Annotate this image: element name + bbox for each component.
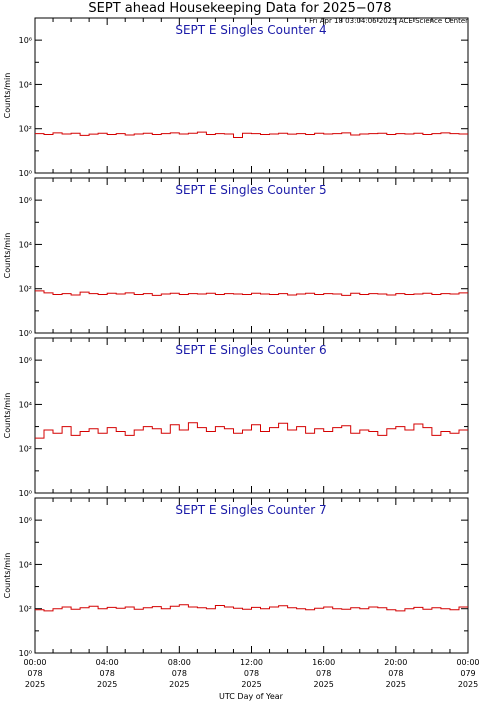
x-tick-year: 2025 [458, 680, 478, 689]
panel-title: SEPT E Singles Counter 6 [175, 343, 326, 357]
x-tick-time: 16:00 [312, 658, 335, 667]
x-tick-year: 2025 [386, 680, 406, 689]
chart-panel-4: SEPT E Singles Counter 7 10⁰ 10² 10⁴ 10⁶ Coun… [3, 497, 469, 658]
y-tick-label: 10² [19, 445, 32, 454]
plot-frame [34, 17, 469, 174]
x-tick-time: 20:00 [384, 658, 407, 667]
x-tick-day: 079 [460, 669, 475, 678]
x-tick-day: 078 [172, 669, 187, 678]
y-tick-label: 10² [19, 125, 32, 134]
x-tick-time: 00:00 [23, 658, 46, 667]
x-tick-time: 08:00 [168, 658, 191, 667]
y-tick-label: 10⁶ [19, 516, 32, 525]
chart-panels: SEPT E Singles Counter 4 10⁰ 10² 10⁴ 10⁶ Coun… [3, 17, 469, 658]
plot-frame [34, 497, 469, 654]
series-line [35, 422, 468, 439]
x-tick-day: 078 [316, 669, 331, 678]
chart-panel-2: SEPT E Singles Counter 5 10⁰ 10² 10⁴ 10⁶ Coun… [3, 177, 469, 338]
x-tick-label: 00:00 078 2025 [23, 658, 46, 689]
y-axis-label: Counts/min [3, 73, 12, 119]
panel-title: SEPT E Singles Counter 7 [175, 503, 326, 517]
y-tick-label: 10⁴ [19, 560, 32, 569]
x-tick-year: 2025 [169, 680, 189, 689]
figure-title: SEPT ahead Housekeeping Data for 2025−07… [88, 1, 391, 16]
plot-frame [34, 337, 469, 494]
y-tick-label: 10⁰ [19, 169, 32, 178]
x-tick-year: 2025 [25, 680, 45, 689]
x-tick-label: 12:00 078 2025 [240, 658, 263, 689]
x-tick-time: 12:00 [240, 658, 263, 667]
x-tick-day: 078 [388, 669, 403, 678]
y-axis-label: Counts/min [3, 553, 12, 599]
y-tick-label: 10⁶ [19, 356, 32, 365]
y-tick-label: 10⁶ [19, 36, 32, 45]
y-tick-label: 10⁴ [19, 400, 32, 409]
x-tick-label: 20:00 078 2025 [384, 658, 407, 689]
x-tick-label: 04:00 078 2025 [96, 658, 119, 689]
x-tick-time: 04:00 [96, 658, 119, 667]
timestamp-caption: Fri Apr 18 03:04:06 2025 ACE Science Cen… [309, 17, 468, 25]
x-tick-day: 078 [244, 669, 259, 678]
x-tick-year: 2025 [313, 680, 333, 689]
y-tick-label: 10⁴ [19, 80, 32, 89]
y-tick-label: 10⁰ [19, 489, 32, 498]
x-tick-day: 078 [100, 669, 115, 678]
series-line [35, 131, 468, 138]
series-line [35, 604, 468, 612]
plot-frame [34, 177, 469, 334]
y-axis-label: Counts/min [3, 393, 12, 439]
x-tick-label: 08:00 078 2025 [168, 658, 191, 689]
y-tick-label: 10⁰ [19, 649, 32, 658]
x-tick-label: 00:00 079 2025 [456, 658, 479, 689]
x-axis-label: UTC Day of Year [219, 692, 284, 701]
x-tick-year: 2025 [97, 680, 117, 689]
series-line [35, 290, 468, 296]
panel-title: SEPT E Singles Counter 4 [175, 23, 326, 37]
y-tick-label: 10² [19, 605, 32, 614]
y-tick-label: 10² [19, 285, 32, 294]
x-tick-day: 078 [27, 669, 42, 678]
y-axis-label: Counts/min [3, 233, 12, 279]
y-tick-label: 10⁰ [19, 329, 32, 338]
chart-panel-3: SEPT E Singles Counter 6 10⁰ 10² 10⁴ 10⁶ Coun… [3, 337, 469, 498]
chart-panel-1: SEPT E Singles Counter 4 10⁰ 10² 10⁴ 10⁶ Coun… [3, 17, 469, 178]
x-axis-tick-labels: 00:00078202504:00078202508:00078202512:0… [23, 658, 479, 689]
x-tick-year: 2025 [241, 680, 261, 689]
x-tick-label: 16:00 078 2025 [312, 658, 335, 689]
panel-title: SEPT E Singles Counter 5 [175, 183, 326, 197]
y-tick-label: 10⁴ [19, 240, 32, 249]
x-tick-time: 00:00 [456, 658, 479, 667]
y-tick-label: 10⁶ [19, 196, 32, 205]
